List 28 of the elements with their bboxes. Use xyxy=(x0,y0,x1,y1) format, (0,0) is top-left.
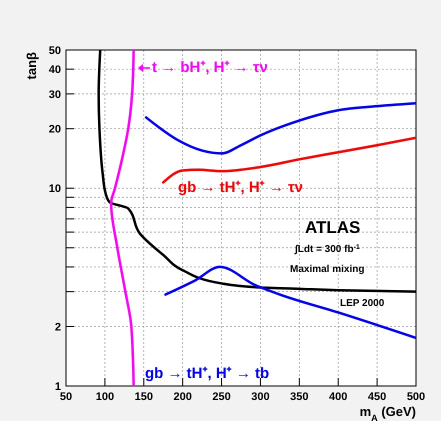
y-axis-title: tanβ xyxy=(24,52,39,80)
y-tick-label: 20 xyxy=(48,124,61,136)
series-label: gb → tH⁺, H⁺ → τν xyxy=(178,179,304,196)
x-tick-label: 350 xyxy=(290,391,309,403)
x-tick-label: 100 xyxy=(96,391,114,403)
x-tick-label: 150 xyxy=(134,391,153,403)
x-tick-label: 450 xyxy=(368,391,386,403)
annotation: Maximal mixing xyxy=(290,264,364,275)
x-tick-label: 400 xyxy=(329,391,348,403)
y-tick-label: 10 xyxy=(48,183,61,196)
x-tick-label: 250 xyxy=(212,391,231,403)
y-tick-label: 30 xyxy=(48,88,61,101)
annotation: ∫Ldt = 300 fb$^{-1}$ xyxy=(294,244,360,255)
legend-label: t → bH⁺, H⁺ → τν xyxy=(152,59,268,76)
annotation: ATLAS xyxy=(305,218,360,237)
text: gb → tH⁺, H⁺ → tb xyxy=(145,365,270,382)
y-tick-label: 1 xyxy=(54,381,61,393)
x-tick-label: 200 xyxy=(173,391,192,403)
x-tick-label: 500 xyxy=(406,391,426,403)
series-label: LEP 2000 xyxy=(340,298,385,309)
x-axis-title: m$_{A}$ (GeV) xyxy=(360,404,416,421)
y-tick-label: 40 xyxy=(48,64,61,76)
x-tick-label: 300 xyxy=(251,391,270,403)
line-series xyxy=(110,50,135,386)
y-tick-label: 2 xyxy=(54,321,61,334)
line-series xyxy=(144,102,416,155)
line-series xyxy=(164,266,416,340)
y-tick-label: 50 xyxy=(48,45,61,57)
